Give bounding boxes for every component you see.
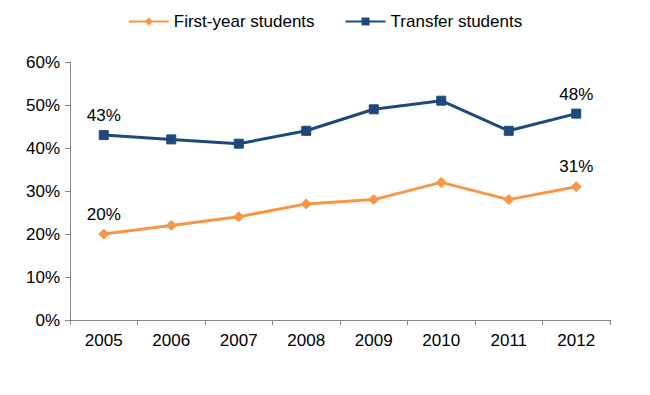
- svg-text:2009: 2009: [355, 331, 393, 350]
- svg-text:2006: 2006: [152, 331, 190, 350]
- svg-text:2011: 2011: [490, 331, 527, 350]
- svg-text:30%: 30%: [26, 182, 60, 201]
- svg-text:2012: 2012: [557, 331, 595, 350]
- svg-text:50%: 50%: [26, 96, 60, 115]
- svg-text:20%: 20%: [87, 205, 121, 224]
- svg-text:43%: 43%: [87, 106, 121, 125]
- svg-text:10%: 10%: [26, 268, 60, 287]
- svg-text:60%: 60%: [26, 53, 60, 72]
- svg-text:48%: 48%: [559, 85, 593, 104]
- svg-text:31%: 31%: [559, 157, 593, 176]
- svg-text:20%: 20%: [26, 225, 60, 244]
- svg-text:2010: 2010: [422, 331, 460, 350]
- svg-text:2007: 2007: [220, 331, 258, 350]
- svg-text:First-year students: First-year students: [174, 12, 315, 31]
- svg-text:2008: 2008: [287, 331, 325, 350]
- svg-text:0%: 0%: [35, 311, 60, 330]
- svg-text:40%: 40%: [26, 139, 60, 158]
- svg-text:Transfer students: Transfer students: [391, 12, 523, 31]
- svg-text:2005: 2005: [85, 331, 123, 350]
